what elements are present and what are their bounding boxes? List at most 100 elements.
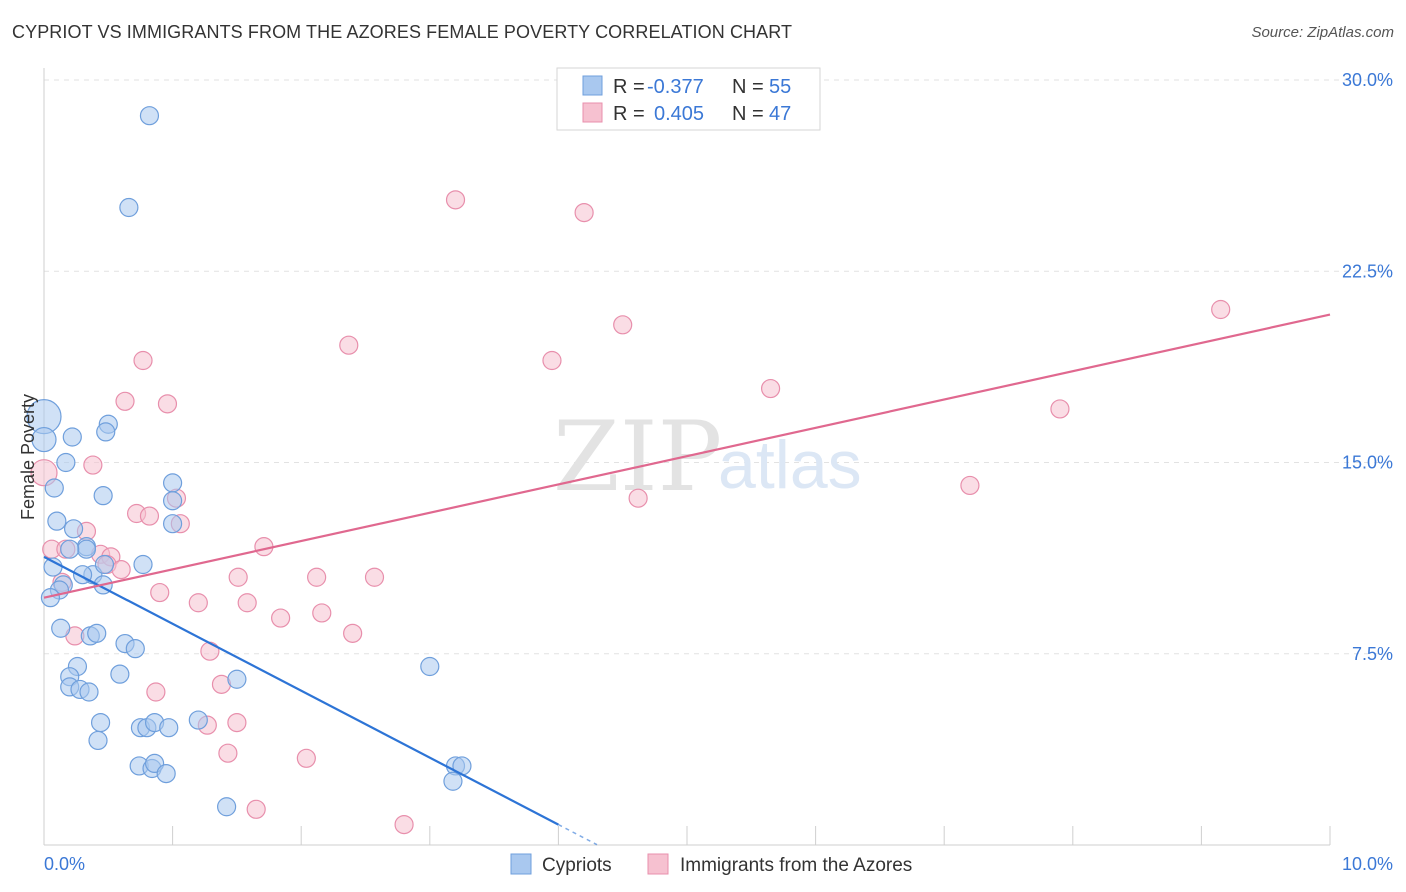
azores-point-13 (960, 475, 980, 496)
legend-r-value-azores: 0.405 (654, 103, 704, 125)
azores-point-7 (760, 378, 781, 399)
cypriots-point-54 (217, 797, 237, 817)
azores-point-30 (364, 567, 385, 587)
series-cypriots-points (26, 106, 472, 817)
legend-n-value-cypriots: 55 (769, 76, 791, 98)
cypriots-point-26 (40, 588, 61, 608)
azores-point-45 (246, 799, 266, 819)
cypriots-point-53 (443, 771, 463, 791)
cypriots-point-10 (163, 473, 183, 493)
azores-point-31 (150, 582, 170, 603)
cypriots-point-50 (156, 763, 176, 784)
y-tick-labels: 7.5% 15.0% 22.5% 30.0% (1342, 70, 1393, 664)
watermark: ZIP atlas (553, 401, 862, 513)
legend-swatch-cypriots (582, 75, 603, 96)
cypriots-point-1 (119, 197, 139, 218)
bottom-legend-swatch-azores (647, 853, 669, 875)
azores-point-26 (111, 559, 131, 580)
cypriots-point-38 (79, 682, 99, 702)
cypriots-point-39 (420, 656, 440, 677)
azores-point-36 (343, 623, 363, 643)
chart-title: CYPRIOT VS IMMIGRANTS FROM THE AZORES FE… (12, 22, 793, 42)
legend-r-label-cypriots: R = (613, 76, 645, 98)
azores-point-8 (115, 391, 135, 411)
cypriots-point-27 (51, 618, 71, 638)
azores-point-5 (542, 350, 562, 371)
azores-point-9 (157, 394, 178, 414)
top-legend: R = -0.377 N = 55 R = 0.405 N = 47 (556, 67, 821, 131)
cypriots-point-0 (139, 106, 160, 126)
cypriots-point-12 (163, 514, 183, 534)
cypriots-point-13 (47, 511, 67, 531)
x-tick-label-max: 10.0% (1342, 854, 1393, 874)
azores-point-22 (254, 537, 274, 557)
cypriots-point-9 (93, 486, 113, 506)
azores-point-29 (307, 567, 327, 587)
azores-point-10 (1050, 399, 1070, 419)
x-tick-label-min: 0.0% (44, 854, 85, 874)
azores-point-14 (628, 488, 648, 508)
legend-n-value-azores: 47 (769, 103, 791, 125)
trend-lines (43, 313, 1331, 846)
source-label: Source: ZipAtlas.com (1251, 24, 1394, 41)
cypriots-point-22 (133, 554, 153, 575)
azores-point-17 (139, 506, 160, 526)
cypriots-point-11 (163, 491, 183, 511)
legend-n-label-cypriots: N = (732, 76, 764, 98)
cypriots-point-21 (94, 554, 115, 575)
azores-point-4 (339, 335, 359, 355)
azores-point-43 (218, 743, 238, 763)
azores-point-46 (394, 814, 414, 835)
cypriots-point-34 (227, 669, 247, 689)
bottom-legend: Cypriots Immigrants from the Azores (510, 853, 912, 876)
cypriots-point-40 (90, 712, 111, 733)
axes (43, 68, 1331, 846)
azores-point-3 (613, 315, 633, 335)
y-tick-label-3: 30.0% (1342, 70, 1393, 90)
cypriots-point-29 (87, 623, 107, 643)
cypriots-point-6 (96, 422, 116, 442)
cypriots-point-4 (62, 427, 82, 447)
azores-point-35 (271, 608, 291, 628)
azores-point-33 (237, 593, 257, 613)
cypriots-point-31 (125, 639, 145, 659)
trend-line-azores (43, 313, 1331, 599)
azores-point-44 (296, 748, 316, 768)
legend-r-label-azores: R = (613, 103, 645, 125)
y-axis-title: Female Poverty (18, 394, 38, 520)
azores-point-6 (133, 350, 153, 371)
series-azores-points (30, 190, 1231, 835)
y-tick-label-0: 7.5% (1352, 644, 1393, 664)
trend-line-cypriots-extension (558, 823, 598, 846)
azores-point-41 (227, 712, 247, 733)
bottom-legend-label-azores: Immigrants from the Azores (680, 855, 912, 876)
cypriots-point-14 (63, 519, 84, 539)
azores-point-38 (200, 641, 220, 661)
y-tick-label-2: 22.5% (1342, 261, 1393, 281)
azores-point-28 (228, 567, 248, 587)
azores-point-0 (445, 190, 466, 210)
legend-n-label-azores: N = (732, 103, 764, 125)
azores-point-1 (574, 203, 594, 223)
azores-point-40 (146, 682, 166, 702)
grid-lines (44, 79, 1393, 655)
bottom-legend-swatch-cypriots (510, 853, 532, 875)
trend-line-cypriots (43, 555, 559, 826)
legend-r-value-cypriots: -0.377 (647, 76, 704, 98)
cypriots-point-42 (88, 730, 108, 751)
cypriots-point-3 (31, 426, 57, 453)
cypriots-point-46 (159, 718, 179, 738)
cypriots-point-33 (110, 664, 130, 684)
bottom-legend-label-cypriots: Cypriots (542, 855, 612, 876)
azores-point-34 (312, 603, 332, 623)
cypriots-point-16 (76, 539, 97, 559)
azores-point-2 (1211, 299, 1231, 320)
watermark-atlas: atlas (718, 427, 862, 503)
y-tick-label-1: 15.0% (1342, 453, 1393, 473)
cypriots-point-17 (60, 539, 80, 559)
azores-point-12 (83, 455, 103, 475)
cypriots-point-8 (44, 478, 64, 498)
cypriots-point-41 (188, 710, 208, 730)
legend-swatch-azores (582, 102, 603, 123)
